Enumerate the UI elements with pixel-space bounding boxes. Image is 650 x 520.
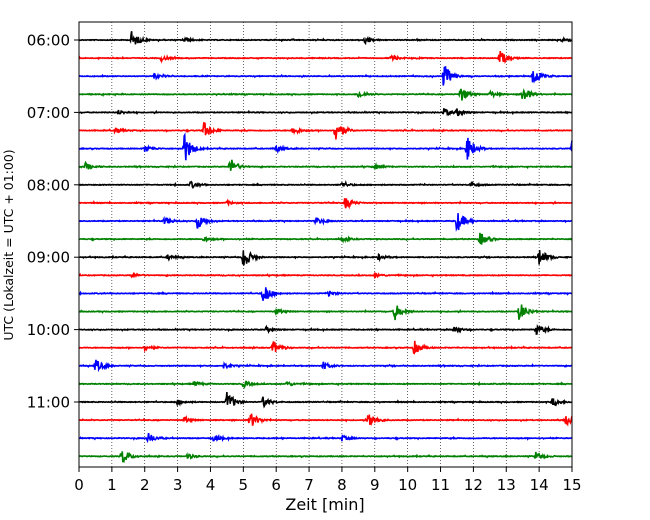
trace-line bbox=[78, 324, 573, 336]
x-tick-label: 10 bbox=[398, 476, 417, 494]
x-tick-label: 13 bbox=[497, 476, 516, 494]
y-tick-label: 06:00 bbox=[27, 32, 70, 50]
x-tick-label: 2 bbox=[140, 476, 150, 494]
plot-frame bbox=[78, 21, 573, 468]
trace-line bbox=[78, 31, 573, 46]
trace-line bbox=[78, 159, 573, 171]
trace-lines bbox=[78, 31, 573, 464]
x-tick-label: 8 bbox=[337, 476, 347, 494]
x-axis-label: Zeit [min] bbox=[285, 495, 364, 514]
vertical-grid bbox=[111, 22, 540, 467]
y-tick-label: 08:00 bbox=[27, 176, 70, 194]
trace-line bbox=[78, 107, 573, 117]
y-tick-label: 09:00 bbox=[27, 249, 70, 267]
y-axis-label: UTC (Lokalzeit = UTC + 01:00) bbox=[1, 149, 16, 340]
y-tick-label: 07:00 bbox=[27, 104, 70, 122]
trace-line bbox=[78, 432, 573, 444]
y-tick-label: 11:00 bbox=[27, 394, 70, 412]
x-tick-label: 5 bbox=[239, 476, 249, 494]
trace-line bbox=[78, 180, 573, 190]
trace-line bbox=[78, 122, 573, 140]
trace-line bbox=[78, 66, 573, 86]
trace-line bbox=[78, 359, 573, 373]
x-tick-label: 12 bbox=[464, 476, 483, 494]
x-tick-label: 11 bbox=[431, 476, 450, 494]
trace-line bbox=[78, 287, 573, 301]
trace-line bbox=[78, 232, 573, 245]
trace-line bbox=[78, 271, 573, 280]
trace-line bbox=[78, 380, 573, 390]
x-tick-label: 3 bbox=[173, 476, 183, 494]
x-tick-label: 4 bbox=[206, 476, 216, 494]
y-axis: 06:00 07:00 08:00 09:00 10:00 11:00 bbox=[27, 32, 79, 412]
trace-line bbox=[78, 50, 573, 65]
trace-line bbox=[78, 340, 573, 355]
x-tick-label: 6 bbox=[271, 476, 281, 494]
trace-line bbox=[78, 213, 573, 232]
trace-line bbox=[78, 304, 573, 321]
x-tick-label: 7 bbox=[304, 476, 314, 494]
trace-line bbox=[78, 88, 573, 101]
trace-line bbox=[78, 392, 573, 409]
trace-line bbox=[78, 413, 573, 427]
trace-line bbox=[78, 132, 573, 161]
trace-line bbox=[78, 198, 573, 210]
y-tick-label: 10:00 bbox=[27, 321, 70, 339]
trace-line bbox=[78, 250, 573, 266]
x-tick-label: 9 bbox=[370, 476, 380, 494]
x-tick-label: 1 bbox=[107, 476, 117, 494]
x-tick-label: 15 bbox=[562, 476, 581, 494]
x-tick-label: 0 bbox=[74, 476, 84, 494]
x-tick-label: 14 bbox=[530, 476, 549, 494]
x-axis: 0 1 2 3 4 5 6 7 8 9 10 11 12 13 14 15 bbox=[74, 467, 582, 494]
trace-line bbox=[78, 451, 573, 464]
